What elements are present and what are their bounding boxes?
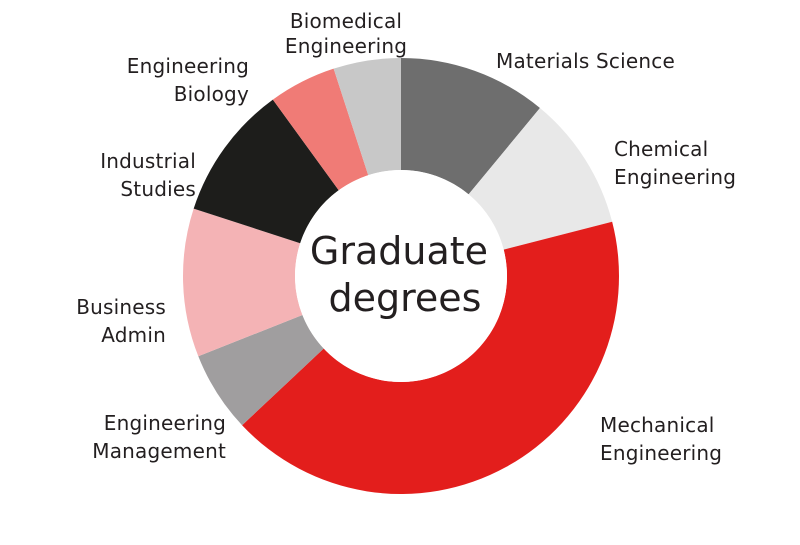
slice-label-line: Engineering [127, 54, 249, 78]
slice-label-line: Biomedical [290, 9, 402, 33]
slice-label-line: Management [92, 439, 226, 463]
slice-label-mechanical-engineering: Mechanical Engineering [600, 413, 722, 465]
slice-label-line: Chemical [614, 137, 708, 161]
center-title-line-1: Graduate [310, 229, 488, 273]
slice-label-line: Engineering [614, 165, 736, 189]
slice-label-materials-science: Materials Science [496, 49, 675, 73]
slice-mechanical-engineering [242, 221, 619, 494]
slice-label-business-admin: Business Admin [76, 295, 166, 347]
slice-label-line: Business [76, 295, 166, 319]
slice-label-industrial-studies: Industrial Studies [100, 149, 196, 201]
donut-hole [295, 170, 507, 382]
slice-label-line: Mechanical [600, 413, 715, 437]
slice-label-line: Industrial [100, 149, 196, 173]
slices-layer [182, 58, 619, 494]
slice-business-admin [182, 208, 303, 357]
slice-label-line: Engineering [285, 34, 407, 58]
center-title-line-2: degrees [329, 276, 482, 320]
slice-chemical-engineering [468, 108, 613, 250]
slice-label-biomedical-engineering: Biomedical Engineering [285, 9, 407, 58]
slice-label-engineering-biology: Engineering Biology [127, 54, 249, 106]
slice-label-line: Biology [174, 82, 249, 106]
slice-label-line: Studies [120, 177, 196, 201]
slice-label-line: Engineering [600, 441, 722, 465]
slice-industrial-studies [193, 99, 339, 244]
slice-label-line: Engineering [104, 411, 226, 435]
slice-engineering-management [198, 315, 324, 426]
slice-label-line: Admin [101, 323, 166, 347]
slice-label-chemical-engineering: Chemical Engineering [614, 137, 736, 189]
center-title: Graduate degrees [310, 229, 500, 320]
slice-materials-science [401, 58, 540, 195]
slice-label-engineering-management: Engineering Management [92, 411, 226, 463]
slice-label-line: Materials Science [496, 49, 675, 73]
slice-engineering-biology [272, 68, 369, 191]
slice-biomedical-engineering [333, 58, 401, 176]
